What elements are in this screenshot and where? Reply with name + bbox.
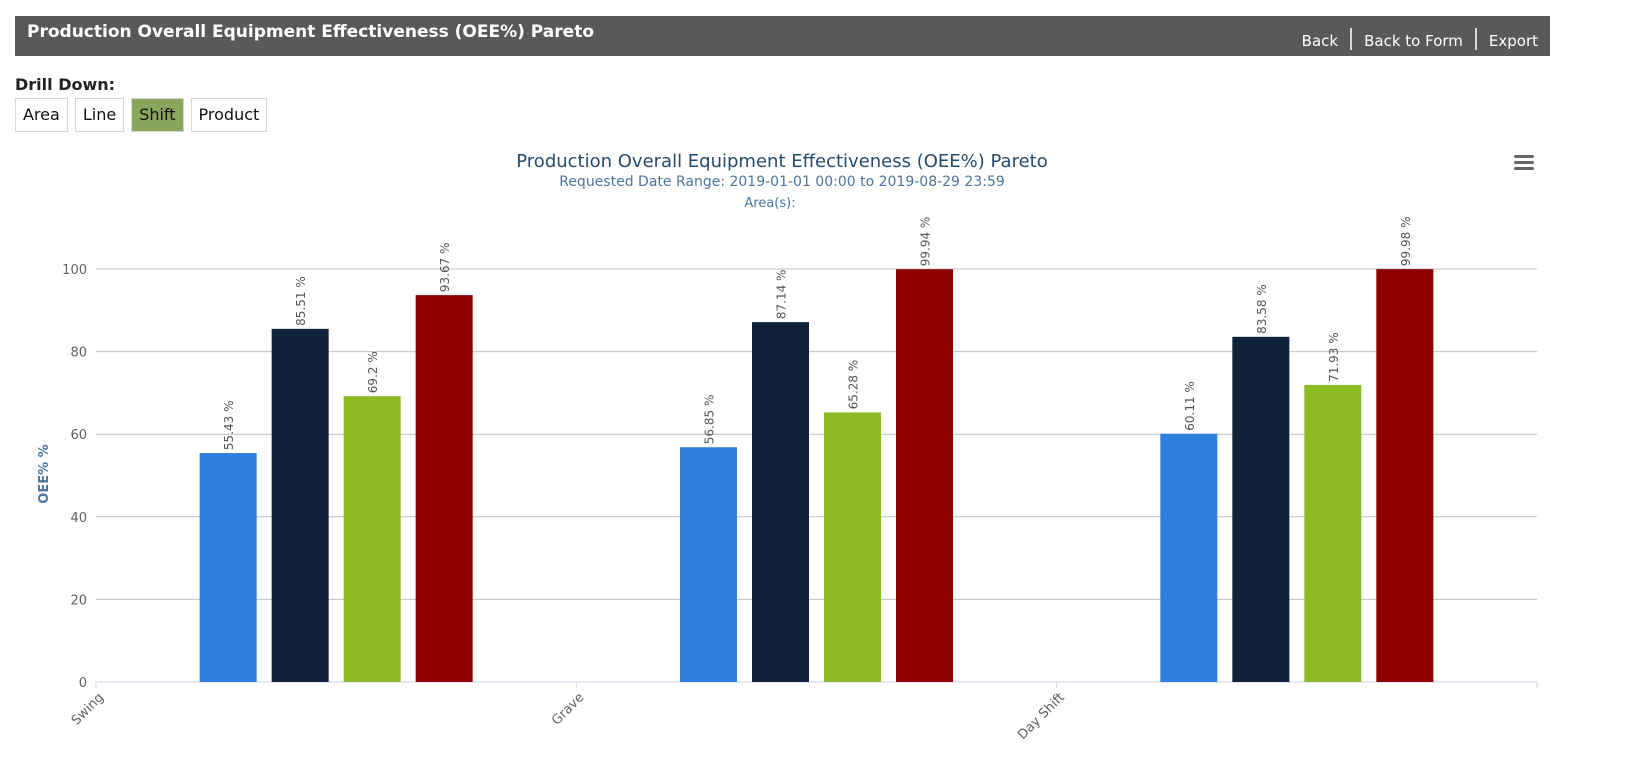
data-label: 71.93 % xyxy=(1327,332,1341,382)
data-label: 93.67 % xyxy=(438,243,452,293)
hamburger-menu-icon[interactable] xyxy=(1514,155,1534,170)
drill-down-buttons: Area Line Shift Product xyxy=(15,98,268,132)
chart-subtitle-areas: Area(s): xyxy=(744,196,795,211)
y-tick-label: 100 xyxy=(62,263,87,278)
export-link[interactable]: Export xyxy=(1488,32,1538,50)
bar-grave-series-4[interactable] xyxy=(896,269,953,682)
bar-grave-series-3[interactable] xyxy=(824,412,881,682)
chart-title: Production Overall Equipment Effectivene… xyxy=(516,151,1047,172)
x-axis-ticks: Swing Grave Day Shift xyxy=(69,682,1538,743)
bar-swing-series-2[interactable] xyxy=(271,328,329,682)
data-label: 69.2 % xyxy=(366,351,380,393)
y-tick-label: 0 xyxy=(79,676,87,691)
data-label: 56.85 % xyxy=(703,395,717,445)
data-label: 87.14 % xyxy=(775,270,789,320)
bar-swing-series-1[interactable] xyxy=(199,453,257,682)
chart-subtitle: Requested Date Range: 2019-01-01 00:00 t… xyxy=(559,174,1005,190)
data-label: 60.11 % xyxy=(1183,381,1197,431)
report-header: Production Overall Equipment Effectivene… xyxy=(15,16,1550,56)
back-link[interactable]: Back xyxy=(1301,32,1339,50)
y-axis-ticks: 0 20 40 60 80 100 xyxy=(62,263,87,691)
x-tick-label: Day Shift xyxy=(1015,690,1068,743)
nav-divider xyxy=(1474,28,1477,50)
bar-grave-series-2[interactable] xyxy=(752,322,809,682)
bar-day-shift-series-3[interactable] xyxy=(1304,384,1362,682)
drill-area-button[interactable]: Area xyxy=(15,98,68,132)
bar-day-shift-series-2[interactable] xyxy=(1232,336,1290,682)
header-nav: Back Back to Form Export xyxy=(1290,26,1550,52)
y-tick-label: 80 xyxy=(70,346,87,361)
y-axis-label: OEE% % xyxy=(37,444,52,503)
y-tick-label: 60 xyxy=(70,428,87,443)
drill-shift-button[interactable]: Shift xyxy=(131,98,184,132)
data-label: 85.51 % xyxy=(294,276,308,326)
bar-day-shift-series-1[interactable] xyxy=(1160,433,1218,682)
report-title: Production Overall Equipment Effectivene… xyxy=(27,22,594,42)
bar-day-shift-series-4[interactable] xyxy=(1376,269,1434,682)
bar-swing-series-4[interactable] xyxy=(415,295,473,682)
y-tick-label: 40 xyxy=(70,511,87,526)
x-tick-label: Swing xyxy=(69,690,107,728)
data-labels: 55.43 % 85.51 % 69.2 % 93.67 % 56.85 % 87.14 … xyxy=(222,217,1413,451)
drill-line-button[interactable]: Line xyxy=(74,98,125,132)
gridlines xyxy=(96,268,1537,683)
drill-product-button[interactable]: Product xyxy=(190,98,268,132)
bar-grave-series-1[interactable] xyxy=(680,447,737,682)
data-label: 83.58 % xyxy=(1255,284,1269,334)
data-label: 99.98 % xyxy=(1399,217,1413,267)
nav-divider xyxy=(1350,28,1353,50)
data-label: 55.43 % xyxy=(222,400,236,450)
back-to-form-link[interactable]: Back to Form xyxy=(1364,32,1463,50)
drill-down-label: Drill Down: xyxy=(15,75,116,94)
x-tick-label: Grave xyxy=(549,690,587,728)
data-label: 99.94 % xyxy=(919,217,933,267)
y-tick-label: 20 xyxy=(70,593,87,608)
bars xyxy=(199,269,1434,682)
data-label: 65.28 % xyxy=(847,360,861,410)
bar-swing-series-3[interactable] xyxy=(343,396,401,682)
